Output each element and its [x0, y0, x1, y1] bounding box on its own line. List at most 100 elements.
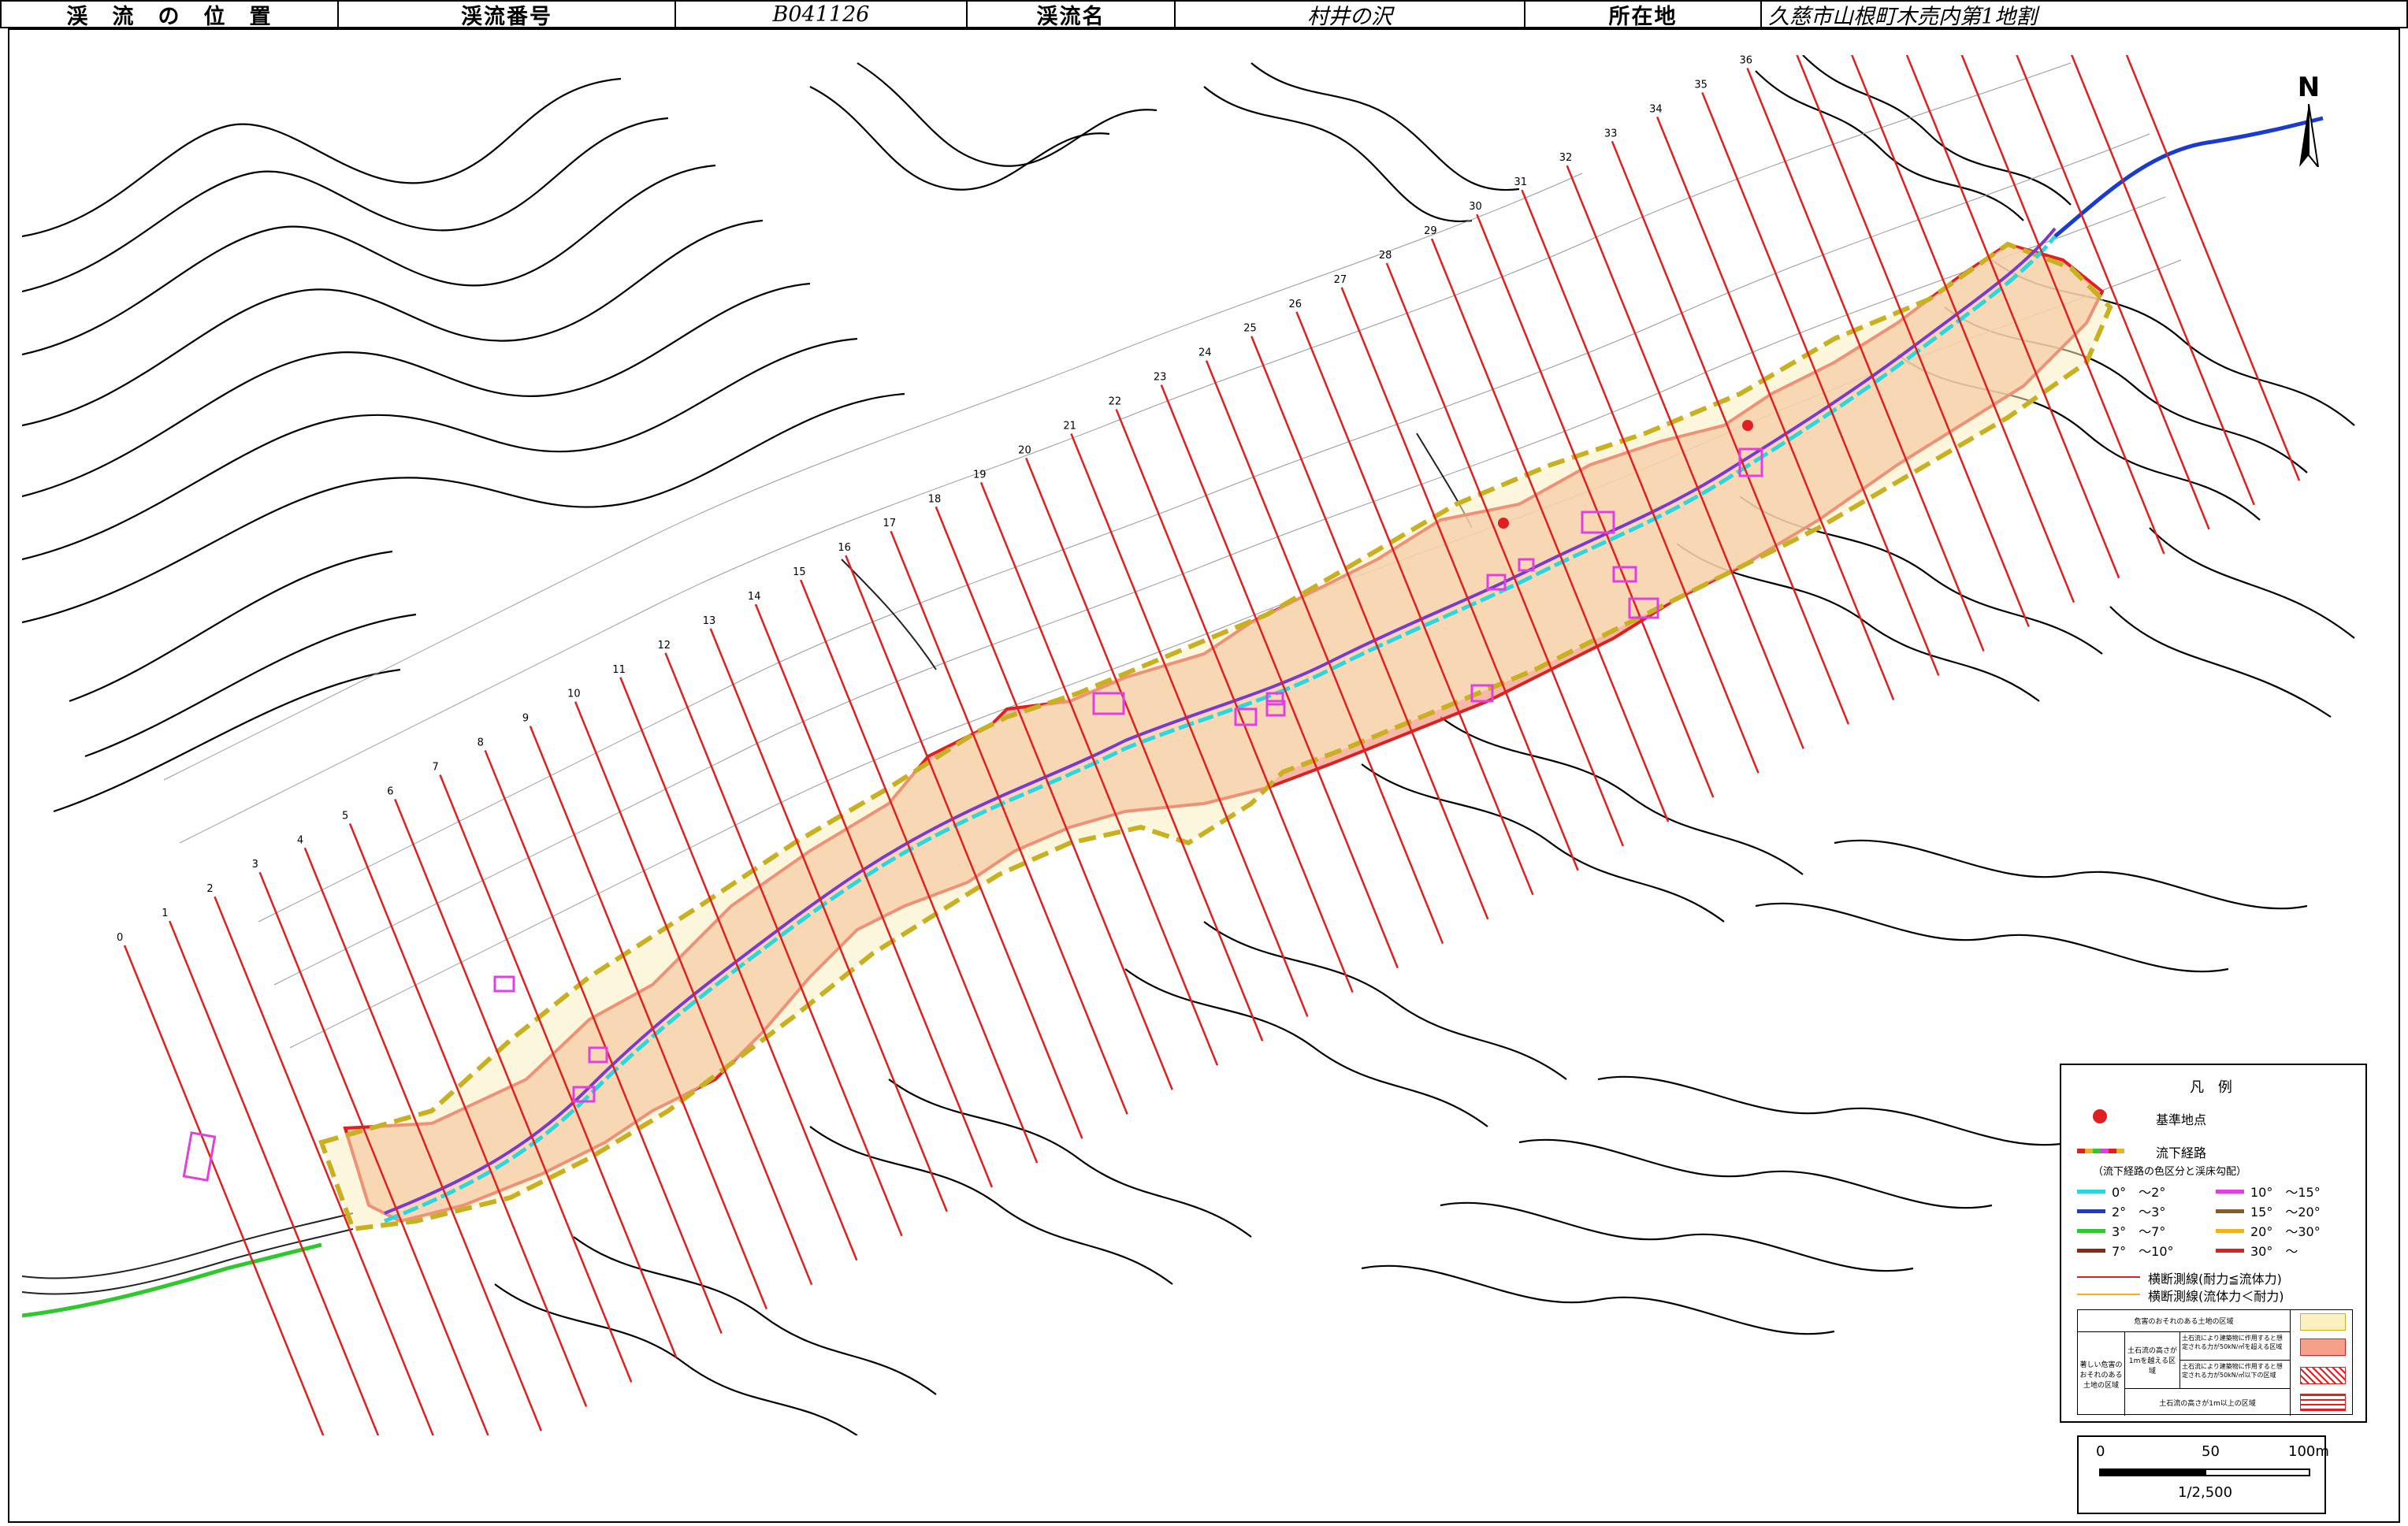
legend-box: 凡 例 基準地点 流下経路 （流下経路の色区分と渓床勾配） 0° ～2° 10°…: [2060, 1064, 2367, 1423]
section-label-33: 33: [1604, 128, 1618, 139]
stream-number-value: B041126: [676, 2, 968, 27]
section-line-14: [754, 603, 994, 1188]
gradient-swatch-7: [2216, 1249, 2244, 1253]
section-label-26: 26: [1288, 299, 1302, 310]
section-line-15: [799, 579, 1039, 1164]
gradient-swatch-0: [2077, 1190, 2105, 1194]
section-label-24: 24: [1198, 347, 1212, 359]
section-label-16: 16: [838, 542, 851, 554]
section-line-19: [979, 481, 1219, 1066]
section-lines: [123, 55, 2301, 1435]
section-label-15: 15: [793, 566, 806, 578]
zone-table: 危害のおそれのある土地の区域 著しい危害のおそれのある土地の区域 土石流の高さが…: [2077, 1309, 2353, 1416]
section-line-30: [1476, 213, 1715, 798]
caution-zone: [318, 241, 2113, 1232]
gradient-label-6: 7° ～10°: [2112, 1244, 2174, 1259]
flow-path: [384, 235, 2057, 1223]
gradient-label-5: 20° ～30°: [2250, 1224, 2321, 1239]
zone-red-header: 著しい危害のおそれのある土地の区域: [2078, 1332, 2125, 1416]
scale-bar-black: [2099, 1468, 2205, 1476]
section-labels: 0123456789101112131415161718192021222324…: [117, 55, 1753, 944]
section-line-37: [1796, 55, 2030, 628]
green-stream: [22, 1242, 322, 1318]
zone-red3-swatch: [2300, 1394, 2346, 1411]
section-line-20: [1025, 457, 1264, 1041]
section-label-17: 17: [883, 518, 897, 529]
zone-depth-label: 土石流の高さが1mを越える区域: [2125, 1332, 2180, 1389]
scale-ratio: 1/2,500: [2178, 1484, 2233, 1501]
section-label-2: 2: [206, 883, 213, 895]
section-label-8: 8: [478, 737, 484, 749]
section-label-13: 13: [703, 615, 716, 627]
map-frame: [8, 28, 2400, 1523]
section-line-13: [709, 628, 948, 1212]
section-label-22: 22: [1109, 396, 1122, 408]
section-line-26: [1295, 311, 1534, 896]
section-line-43: [2125, 55, 2301, 481]
section-label-36: 36: [1740, 55, 1753, 67]
gradient-swatch-6: [2077, 1249, 2105, 1253]
section-label-7: 7: [432, 761, 438, 773]
section-label-6: 6: [387, 785, 393, 797]
zone-red2-label: 土石流により建築物に作用すると想定される力が50kN/㎡以下の区域: [2180, 1361, 2291, 1389]
section-line-39: [1905, 55, 2120, 579]
section-label-9: 9: [522, 713, 529, 725]
legend-title: 凡 例: [2190, 1079, 2237, 1096]
section-label-21: 21: [1063, 420, 1076, 432]
gradient-swatch-2: [2077, 1209, 2105, 1213]
section-line-33: [1611, 140, 1850, 725]
section-line-7: [439, 774, 678, 1358]
north-label: N: [2298, 72, 2320, 103]
section-line-32: [1566, 165, 1804, 749]
section-line-28: [1385, 262, 1625, 847]
section-red-swatch: [2077, 1276, 2140, 1278]
section-label-1: 1: [162, 908, 168, 919]
stream-name-value: 村井の沢: [1176, 2, 1525, 27]
scale-tick-50: 50: [2202, 1443, 2220, 1460]
section-label-11: 11: [612, 664, 626, 676]
buildings: [182, 447, 1763, 1182]
section-yellow-swatch: [2077, 1294, 2140, 1295]
gradient-label-7: 30° ～: [2250, 1244, 2298, 1259]
section-line-16: [845, 555, 1083, 1139]
section-line-17: [890, 530, 1128, 1115]
section-label-23: 23: [1154, 372, 1167, 384]
header-bar: 渓 流 の 位 置 渓流番号 B041126 渓流名 村井の沢 所在地 久慈市山…: [0, 0, 2408, 28]
section-line-0: [123, 945, 325, 1435]
base-point-2: [1498, 518, 1509, 529]
gradient-label-4: 3° ～7°: [2112, 1224, 2166, 1239]
section-label-28: 28: [1379, 250, 1392, 262]
section-line-42: [2070, 55, 2255, 506]
section-line-8: [484, 750, 723, 1335]
section-label-18: 18: [928, 493, 942, 505]
scale-tick-100: 100m: [2288, 1443, 2329, 1460]
legend-flow-path: 流下経路: [2156, 1145, 2207, 1160]
base-point-1: [1742, 420, 1753, 431]
zone-red2-swatch: [2300, 1367, 2346, 1384]
flow-path-icon: [2077, 1149, 2124, 1153]
topographic-map[interactable]: 0123456789101112131415161718192021222324…: [22, 55, 2373, 1435]
blue-stream: [2053, 116, 2324, 238]
section-label-25: 25: [1243, 323, 1257, 335]
section-label-14: 14: [748, 591, 761, 603]
legend-section-yellow: 横断測線(流体力＜耐力): [2148, 1289, 2284, 1304]
section-label-5: 5: [342, 810, 348, 822]
section-line-36: [1746, 68, 1985, 652]
section-label-0: 0: [117, 932, 123, 944]
gradient-swatch-5: [2216, 1229, 2244, 1233]
gradient-label-3: 15° ～20°: [2250, 1205, 2321, 1220]
section-label-4: 4: [297, 834, 303, 846]
section-line-6: [394, 798, 633, 1383]
section-line-23: [1160, 384, 1399, 969]
section-line-21: [1070, 433, 1309, 1017]
section-line-5: [348, 822, 588, 1407]
section-line-27: [1340, 287, 1579, 871]
scale-bar-white: [2205, 1468, 2310, 1476]
section-label-10: 10: [567, 689, 581, 700]
section-label-27: 27: [1334, 274, 1347, 286]
gradient-swatch-3: [2216, 1209, 2244, 1213]
address-label: 所在地: [1525, 2, 1762, 27]
section-line-9: [529, 726, 768, 1310]
section-label-35: 35: [1694, 79, 1708, 91]
zone-red3-label: 土石流の高さが1m以上の区域: [2125, 1389, 2291, 1416]
